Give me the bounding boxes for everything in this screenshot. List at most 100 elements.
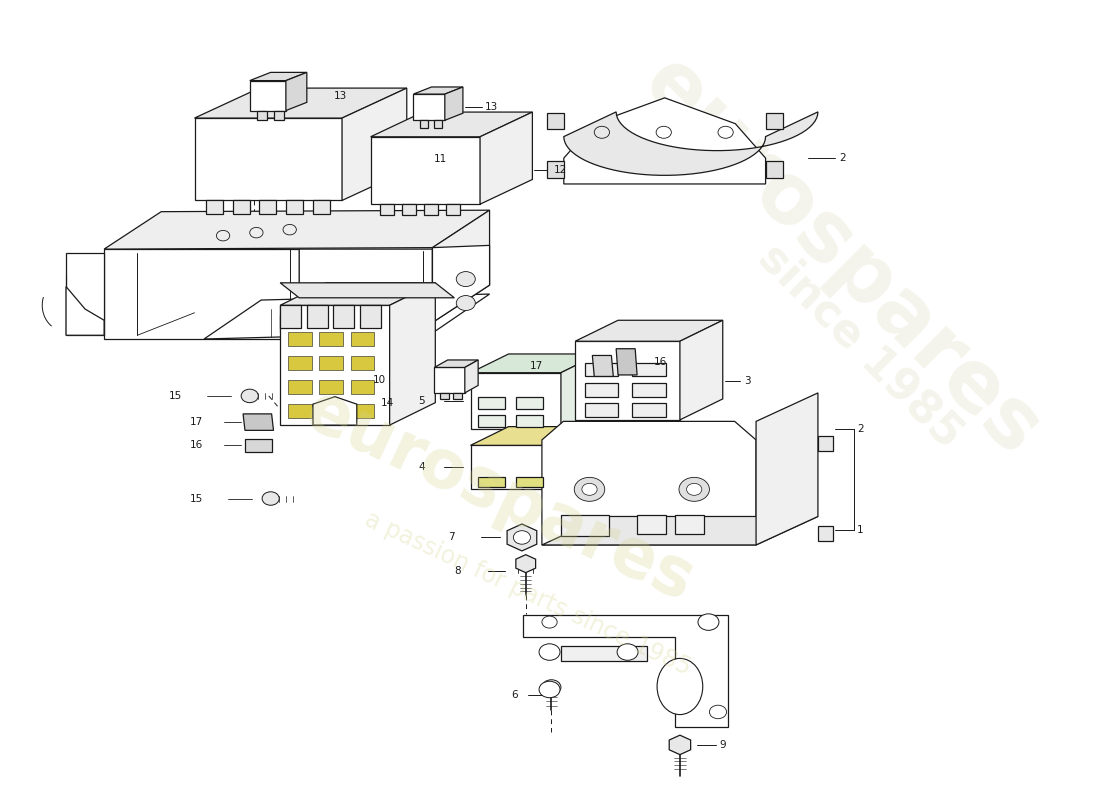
Polygon shape — [288, 356, 311, 370]
Circle shape — [617, 644, 638, 660]
Polygon shape — [275, 110, 284, 119]
Polygon shape — [434, 360, 478, 367]
Polygon shape — [446, 204, 460, 215]
Polygon shape — [243, 414, 274, 430]
Polygon shape — [547, 113, 564, 130]
Polygon shape — [440, 393, 449, 399]
Polygon shape — [299, 249, 432, 331]
Text: 17: 17 — [190, 417, 204, 427]
Polygon shape — [516, 477, 543, 487]
Circle shape — [686, 483, 702, 495]
Text: 15: 15 — [168, 391, 183, 401]
Text: 5: 5 — [418, 396, 425, 406]
Polygon shape — [766, 113, 783, 130]
Polygon shape — [632, 403, 666, 417]
Polygon shape — [232, 201, 250, 214]
Text: 17: 17 — [529, 361, 542, 371]
Text: 14: 14 — [381, 398, 394, 408]
Circle shape — [539, 644, 560, 660]
Polygon shape — [593, 355, 614, 377]
Polygon shape — [371, 137, 480, 204]
Ellipse shape — [657, 658, 703, 714]
Polygon shape — [516, 415, 543, 427]
Polygon shape — [195, 118, 342, 201]
Text: 4: 4 — [418, 462, 425, 472]
Polygon shape — [465, 360, 478, 393]
Text: 3: 3 — [744, 375, 750, 386]
Polygon shape — [478, 397, 505, 409]
Text: 16: 16 — [190, 440, 204, 450]
Polygon shape — [206, 201, 223, 214]
Circle shape — [456, 295, 475, 310]
Polygon shape — [471, 446, 561, 489]
Polygon shape — [632, 383, 666, 397]
Text: 7: 7 — [448, 533, 454, 542]
Text: 10: 10 — [373, 375, 386, 385]
Polygon shape — [424, 204, 438, 215]
Polygon shape — [675, 515, 704, 534]
Polygon shape — [478, 415, 505, 427]
Polygon shape — [307, 306, 328, 328]
Polygon shape — [288, 380, 311, 394]
Polygon shape — [328, 313, 366, 330]
Text: a passion for parts since 1985: a passion for parts since 1985 — [361, 507, 694, 680]
Circle shape — [241, 389, 258, 402]
Circle shape — [539, 682, 560, 698]
Polygon shape — [432, 246, 490, 322]
Text: 9: 9 — [719, 740, 726, 750]
Polygon shape — [351, 404, 374, 418]
Polygon shape — [351, 356, 374, 370]
Polygon shape — [564, 98, 766, 184]
Polygon shape — [434, 120, 442, 128]
Polygon shape — [66, 253, 104, 335]
Circle shape — [262, 492, 279, 506]
Polygon shape — [288, 332, 311, 346]
Circle shape — [582, 483, 597, 495]
Circle shape — [456, 271, 475, 286]
Polygon shape — [389, 283, 436, 425]
Polygon shape — [260, 201, 276, 214]
Polygon shape — [637, 515, 666, 534]
Polygon shape — [561, 354, 600, 429]
Polygon shape — [375, 307, 414, 324]
Text: 11: 11 — [433, 154, 447, 164]
Polygon shape — [432, 210, 490, 322]
Polygon shape — [575, 342, 680, 420]
Circle shape — [710, 706, 727, 718]
Polygon shape — [680, 320, 723, 420]
Text: 1: 1 — [857, 525, 864, 535]
Text: 15: 15 — [190, 494, 204, 503]
Polygon shape — [561, 646, 647, 661]
Circle shape — [574, 478, 605, 502]
Circle shape — [542, 616, 557, 628]
Text: since 1985: since 1985 — [750, 236, 971, 457]
Polygon shape — [507, 524, 537, 551]
Polygon shape — [280, 306, 389, 425]
Polygon shape — [478, 477, 505, 487]
Polygon shape — [585, 403, 618, 417]
Polygon shape — [547, 162, 564, 178]
Polygon shape — [444, 87, 463, 120]
Polygon shape — [575, 320, 723, 342]
Polygon shape — [561, 515, 608, 536]
Polygon shape — [286, 201, 302, 214]
Polygon shape — [414, 94, 444, 120]
Circle shape — [542, 680, 561, 694]
Polygon shape — [333, 306, 354, 328]
Text: 8: 8 — [454, 566, 461, 576]
Text: 16: 16 — [654, 358, 668, 367]
Text: 12: 12 — [554, 166, 568, 175]
Polygon shape — [312, 201, 330, 214]
Polygon shape — [360, 306, 381, 328]
Polygon shape — [766, 162, 783, 178]
Polygon shape — [371, 112, 532, 137]
Polygon shape — [632, 363, 666, 377]
Polygon shape — [104, 249, 299, 339]
Polygon shape — [280, 283, 436, 306]
Polygon shape — [351, 332, 374, 346]
Text: eurospares: eurospares — [627, 42, 1057, 472]
Polygon shape — [66, 286, 104, 335]
Polygon shape — [453, 393, 462, 399]
Polygon shape — [314, 397, 356, 425]
Polygon shape — [585, 363, 618, 377]
